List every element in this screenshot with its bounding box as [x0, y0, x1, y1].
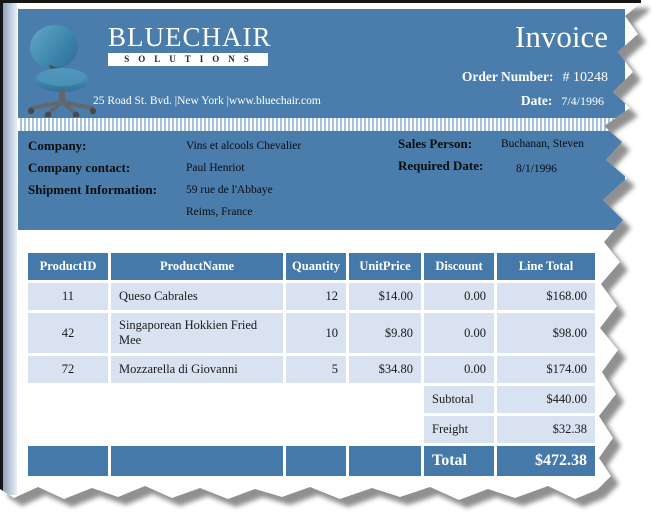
required-date-label: Required Date: [398, 158, 484, 173]
order-number-value: # 10248 [562, 70, 609, 85]
logo-title: BLUECHAIR [108, 22, 272, 52]
table-row: 72 Mozzarella di Giovanni 5 $34.80 0.00 … [28, 356, 595, 383]
cell-product-name: Singaporean Hokkien Fried Mee [111, 313, 283, 353]
total-value: $472.38 [497, 446, 595, 476]
left-edge-strip [3, 3, 17, 495]
cell-line-total: $174.00 [497, 356, 595, 383]
cell-product-id: 11 [28, 283, 108, 310]
shipment-address-line2: Reims, France [186, 206, 253, 218]
cell-unit-price: $34.80 [349, 356, 421, 383]
cell-line-total: $168.00 [497, 283, 595, 310]
customer-info-section: Company: Vins et alcools Chevalier Compa… [18, 131, 625, 230]
line-items-table: ProductID ProductName Quantity UnitPrice… [25, 250, 598, 479]
cell-discount: 0.00 [424, 283, 494, 310]
contact-value: Paul Henriot [186, 162, 245, 174]
logo-subtitle: SOLUTIONS [108, 53, 268, 66]
required-date-value: 8/1/1996 [516, 163, 557, 175]
cell-discount: 0.00 [424, 356, 494, 383]
table-row: 11 Queso Cabrales 12 $14.00 0.00 $168.00 [28, 283, 595, 310]
column-header-unitprice: UnitPrice [349, 253, 421, 280]
column-header-quantity: Quantity [286, 253, 346, 280]
top-border-line [0, 0, 641, 3]
contact-label: Company contact: [28, 160, 131, 175]
invoice-date-label: Date: [520, 93, 553, 108]
order-number-label: Order Number: [461, 69, 554, 84]
table-row: 42 Singaporean Hokkien Fried Mee 10 $9.8… [28, 313, 595, 353]
company-value: Vins et alcools Chevalier [186, 140, 302, 152]
subtotal-label: Subtotal [424, 386, 494, 413]
cell-unit-price: $9.80 [349, 313, 421, 353]
cell-product-name: Mozzarella di Giovanni [111, 356, 283, 383]
cell-quantity: 10 [286, 313, 346, 353]
left-border-line [0, 0, 3, 495]
cell-quantity: 5 [286, 356, 346, 383]
freight-row: Freight $32.38 [28, 416, 595, 443]
cell-product-id: 72 [28, 356, 108, 383]
subtotal-value: $440.00 [497, 386, 595, 413]
cell-unit-price: $14.00 [349, 283, 421, 310]
cell-quantity: 12 [286, 283, 346, 310]
total-label: Total [424, 446, 494, 476]
sales-person-label: Sales Person: [398, 136, 473, 151]
sales-person-value: Buchanan, Steven [501, 138, 585, 150]
cell-product-name: Queso Cabrales [111, 283, 283, 310]
order-number-row: Order Number: # 10248 [462, 69, 608, 86]
total-row: Total $472.38 [28, 446, 595, 476]
striped-divider [18, 118, 625, 131]
column-header-productid: ProductID [28, 253, 108, 280]
company-label: Company: [28, 138, 87, 153]
cell-discount: 0.00 [424, 313, 494, 353]
company-logo: BLUECHAIR SOLUTIONS [108, 22, 272, 66]
shipment-label: Shipment Information: [28, 182, 157, 197]
column-header-discount: Discount [424, 253, 494, 280]
invoice-title: Invoice [515, 19, 608, 54]
freight-value: $32.38 [497, 416, 595, 443]
cell-product-id: 42 [28, 313, 108, 353]
column-header-productname: ProductName [111, 253, 283, 280]
invoice-header: BLUECHAIR SOLUTIONS 25 Road St. Bvd. |Ne… [18, 9, 625, 118]
company-address: 25 Road St. Bvd. |New York |www.bluechai… [93, 95, 321, 107]
invoice-date-row: Date: 7/4/1996 [521, 93, 608, 109]
subtotal-row: Subtotal $440.00 [28, 386, 595, 413]
freight-label: Freight [424, 416, 494, 443]
invoice-date-value: 7/4/1996 [561, 94, 604, 108]
table-header-row: ProductID ProductName Quantity UnitPrice… [28, 253, 595, 280]
chair-logo-image [27, 24, 97, 117]
shipment-address-line1: 59 rue de l'Abbaye [186, 184, 273, 196]
column-header-linetotal: Line Total [497, 253, 595, 280]
cell-line-total: $98.00 [497, 313, 595, 353]
